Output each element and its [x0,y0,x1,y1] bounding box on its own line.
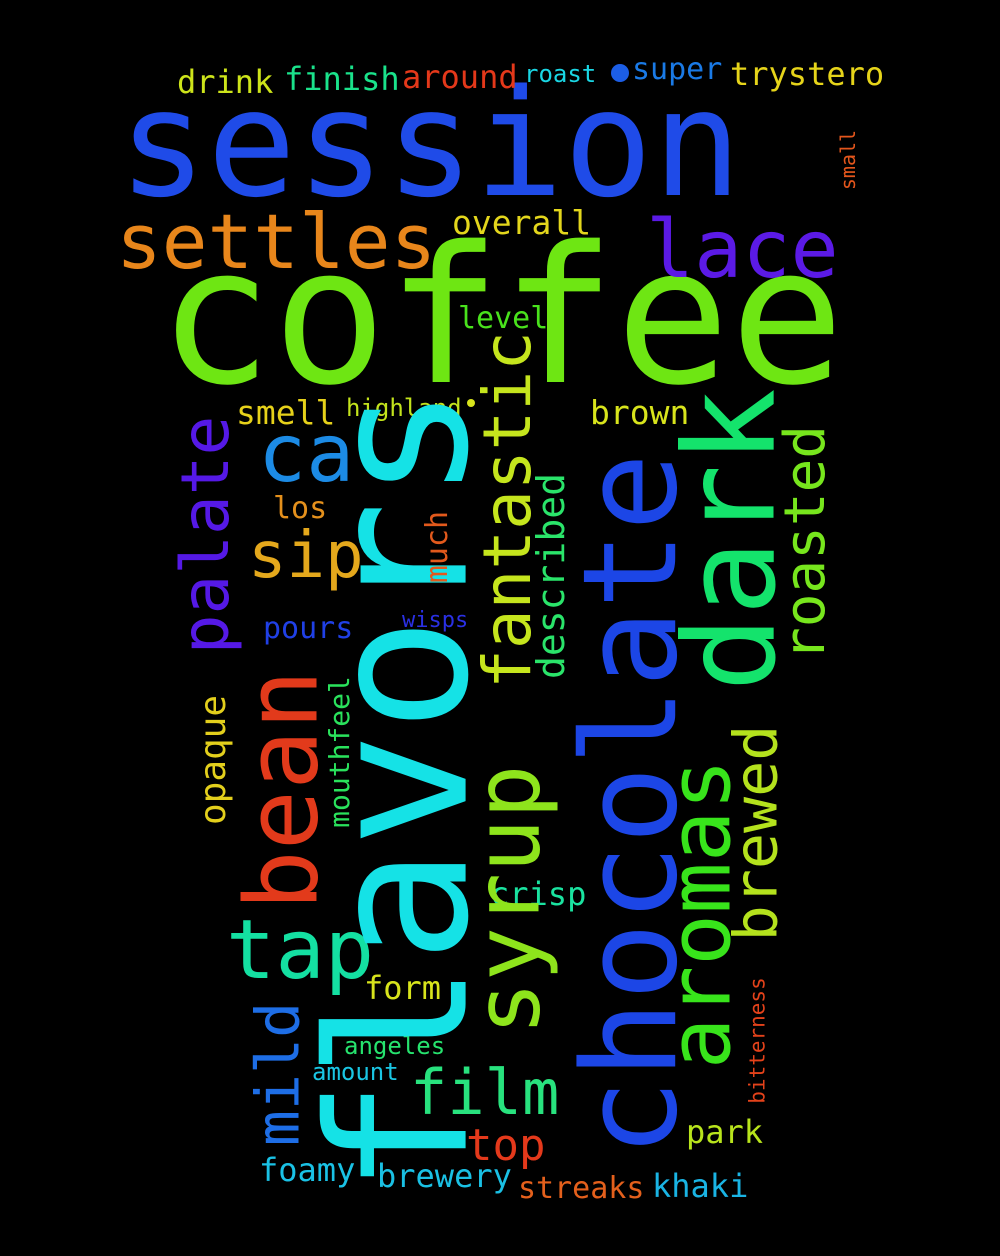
word-mouthfeel: mouthfeel [322,676,356,828]
word-described: described [528,473,573,679]
word-khaki: khaki [652,1167,749,1205]
word-small: small [836,129,861,191]
dot-blue-mark [611,64,629,82]
word-drink: drink [177,63,274,101]
word-wisps: wisps [402,608,469,633]
word-session: session [118,58,742,230]
word-roast: roast [524,60,597,88]
word-coffee: coffee [158,206,845,427]
word-ca: ca [258,407,355,500]
word-mild: mild [242,1001,313,1147]
word-brewed: brewed [720,724,791,942]
word-sip: sip [248,519,364,593]
word-much: much [420,510,456,584]
word-brewery: brewery [377,1157,512,1195]
word-los: los [273,491,328,526]
word-top: top [466,1120,546,1171]
word-film: film [410,1056,560,1129]
word-overall: overall [452,203,592,242]
word-roasted: roasted [773,424,839,662]
word-level: level [458,301,549,336]
dot-yellow-mark [467,399,475,407]
word-finish: finish [284,60,400,98]
word-foamy: foamy [259,1151,356,1189]
word-palate: palate [167,415,245,655]
word-highland: highland [346,394,462,422]
word-super: super [632,52,723,87]
word-opaque: opaque [193,694,235,826]
word-pours: pours [263,611,354,646]
word-park: park [686,1113,764,1151]
word-around: around [402,58,518,96]
word-syrup: syrup [454,764,560,1036]
word-settles: settles [116,197,437,286]
word-angeles: angeles [344,1032,446,1060]
word-streaks: streaks [518,1171,645,1206]
word-brown: brown [590,393,690,432]
word-tap: tap [226,903,375,998]
word-bitterness: bitterness [745,976,770,1104]
word-lace: lace [646,203,839,296]
word-crisp: crisp [490,875,587,913]
word-trystero: trystero [730,55,885,93]
word-amount: amount [312,1058,399,1086]
word-form: form [364,969,442,1007]
word-smell: smell [236,393,336,432]
word-bean: bean [222,669,340,911]
